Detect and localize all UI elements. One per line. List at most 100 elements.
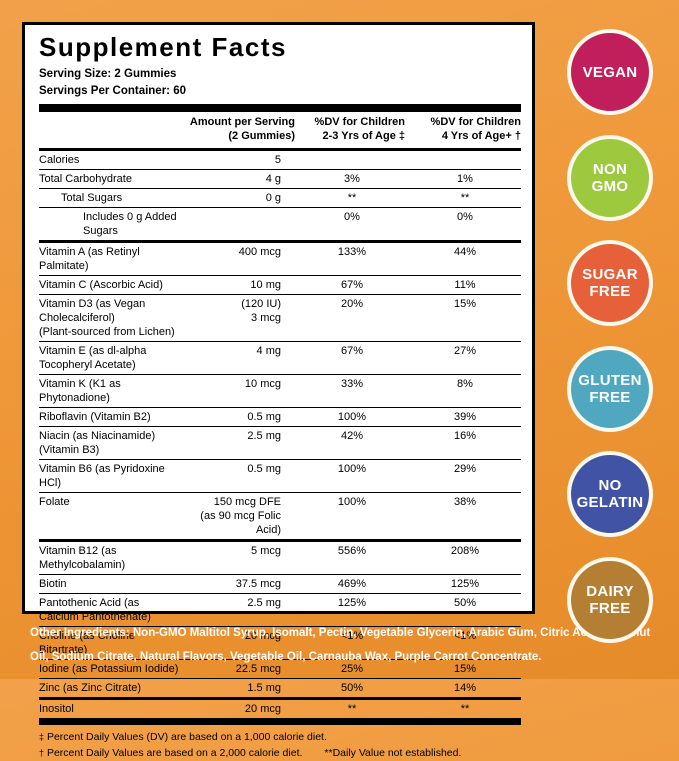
- servings-per-container: Servings Per Container: 60: [39, 83, 521, 100]
- amount-cell-line2: (as 90 mcg Folic Acid): [183, 509, 281, 537]
- amount-cell: 4 mg: [183, 344, 295, 358]
- badge-label: FREE: [589, 283, 630, 300]
- nutrient-name: Includes 0 g Added Sugars: [39, 210, 179, 238]
- nutrient-name: Vitamin C (Ascorbic Acid): [39, 278, 179, 292]
- table-row: Calories 5: [39, 151, 521, 170]
- dv-children-4plus-cell: 208%: [409, 544, 521, 558]
- nutrient-name: Calories: [39, 153, 179, 167]
- badge-label: DAIRY: [586, 583, 634, 600]
- divider-thick-top: [39, 104, 521, 112]
- nutrient-name: Total Carbohydrate: [39, 172, 179, 186]
- table-row: Biotin 37.5 mcg 469% 125%: [39, 575, 521, 594]
- dv-children-4plus-cell: **: [409, 191, 521, 205]
- table-row: Vitamin B6 (as Pyridoxine HCl) 0.5 mg 100%…: [39, 460, 521, 493]
- header-dv-4yrs: %DV for Children 4 Yrs of Age+ †: [409, 116, 521, 143]
- dv-children-4plus-cell: 14%: [409, 681, 521, 695]
- divider-thick-bottom: [39, 718, 521, 725]
- badge-label: FREE: [589, 389, 630, 406]
- nutrient-name: Vitamin A (as Retinyl Palmitate): [39, 245, 179, 273]
- dv-children-2-3-cell: 20%: [299, 297, 405, 311]
- dv-children-4plus-cell: 15%: [409, 297, 521, 311]
- header-amount: Amount per Serving (2 Gummies): [183, 116, 295, 143]
- amount-cell: 2.5 mg: [183, 429, 295, 443]
- dv-children-4plus-cell: 125%: [409, 577, 521, 591]
- dv-children-2-3-cell: 33%: [299, 377, 405, 391]
- dv-children-2-3-cell: 556%: [299, 544, 405, 558]
- nutrient-name: Niacin (as Niacinamide) (Vitamin B3): [39, 429, 179, 457]
- badge-label: NON: [593, 161, 627, 178]
- dv-children-4plus-cell: 27%: [409, 344, 521, 358]
- dv-children-2-3-cell: 133%: [299, 245, 405, 259]
- table-row: Vitamin E (as dl-alpha Tocopheryl Acetat…: [39, 342, 521, 375]
- dv-children-4plus-cell: 44%: [409, 245, 521, 259]
- nutrient-name: Zinc (as Zinc Citrate): [39, 681, 179, 695]
- dv-children-4plus-cell: 0%: [409, 210, 521, 224]
- dv-children-2-3-cell: 100%: [299, 462, 405, 476]
- nutrient-name: Vitamin B6 (as Pyridoxine HCl): [39, 462, 179, 490]
- badge-label: FREE: [589, 600, 630, 617]
- dv-children-4plus-cell: 16%: [409, 429, 521, 443]
- amount-cell: (120 IU)3 mcg: [183, 297, 295, 325]
- dv-children-4plus-cell: 50%: [409, 596, 521, 610]
- dv-children-2-3-cell: 100%: [299, 410, 405, 424]
- dv-children-4plus-cell: 29%: [409, 462, 521, 476]
- nutrient-name: Vitamin D3 (as Vegan Cholecalciferol)(Pl…: [39, 297, 179, 339]
- dv-children-2-3-cell: 469%: [299, 577, 405, 591]
- serving-size: Serving Size: 2 Gummies: [39, 66, 521, 83]
- badge-label: VEGAN: [583, 64, 638, 81]
- nutrient-name: Biotin: [39, 577, 179, 591]
- header-dv-2-3yrs: %DV for Children 2-3 Yrs of Age ‡: [299, 116, 405, 143]
- nutrient-name: Vitamin K (K1 as Phytonadione): [39, 377, 179, 405]
- dv-children-4plus-cell: 11%: [409, 278, 521, 292]
- amount-cell: 5: [183, 153, 295, 167]
- dv-children-2-3-cell: 42%: [299, 429, 405, 443]
- amount-cell: 10 mcg: [183, 377, 295, 391]
- dv-children-4plus-cell: **: [409, 702, 521, 716]
- badge-vegan: VEGAN: [567, 29, 653, 115]
- amount-cell: 150 mcg DFE(as 90 mcg Folic Acid): [183, 495, 295, 537]
- badge-label: SUGAR: [582, 266, 638, 283]
- panel-title: Supplement Facts: [39, 32, 521, 63]
- dv-children-4plus-cell: 8%: [409, 377, 521, 391]
- footnote-1: ‡ Percent Daily Values (DV) are based on…: [39, 730, 521, 746]
- nutrient-name: Vitamin B12 (as Methylcobalamin): [39, 544, 179, 572]
- footnote-2: † Percent Daily Values are based on a 2,…: [39, 746, 521, 761]
- amount-cell: 0 g: [183, 191, 295, 205]
- footnotes: ‡ Percent Daily Values (DV) are based on…: [39, 725, 521, 761]
- table-row: Vitamin A (as Retinyl Palmitate) 400 mcg 1…: [39, 243, 521, 276]
- nutrient-name-line2: (Plant-sourced from Lichen): [39, 325, 179, 339]
- dv-children-2-3-cell: **: [299, 702, 405, 716]
- badge-label: GLUTEN: [578, 372, 641, 389]
- dv-children-2-3-cell: 67%: [299, 278, 405, 292]
- dv-children-4plus-cell: 1%: [409, 172, 521, 186]
- amount-cell: 400 mcg: [183, 245, 295, 259]
- nutrient-name: Inositol: [39, 702, 179, 716]
- nutrient-name: Folate: [39, 495, 179, 509]
- badge-label: GELATIN: [577, 494, 644, 511]
- amount-cell: 0.5 mg: [183, 410, 295, 424]
- amount-cell: 1.5 mg: [183, 681, 295, 695]
- dv-children-4plus-cell: 38%: [409, 495, 521, 509]
- dv-children-2-3-cell: **: [299, 191, 405, 205]
- other-ingredients: Other Ingredients: Non-GMO Maltitol Syru…: [30, 621, 656, 669]
- nutrient-name: Riboflavin (Vitamin B2): [39, 410, 179, 424]
- label-screenshot: { "panel": { "title": "Supplement Facts"…: [0, 0, 679, 679]
- dv-children-4plus-cell: 39%: [409, 410, 521, 424]
- supplement-facts-panel: Supplement Facts Serving Size: 2 Gummies…: [22, 22, 535, 614]
- amount-cell: 37.5 mcg: [183, 577, 295, 591]
- footnote-dv-not-established: **Daily Value not established.: [324, 747, 461, 759]
- table-row: Niacin (as Niacinamide) (Vitamin B3) 2.5 …: [39, 427, 521, 460]
- table-header-row: Amount per Serving (2 Gummies) %DV for C…: [39, 112, 521, 151]
- nutrient-name: Total Sugars: [39, 191, 179, 205]
- amount-cell: 0.5 mg: [183, 462, 295, 476]
